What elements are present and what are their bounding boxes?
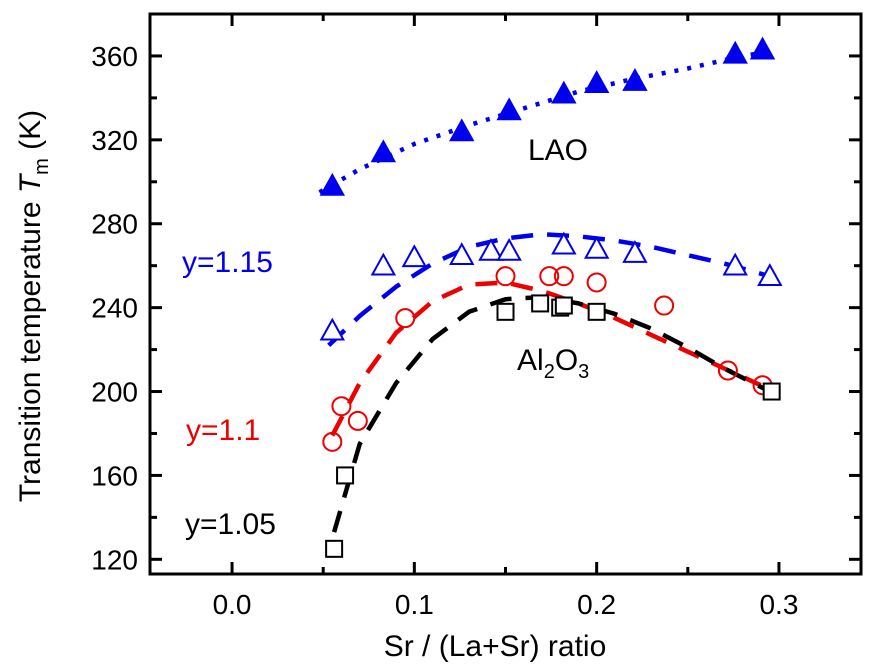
annotation-y11: y=1.1 (186, 414, 260, 447)
fit-curves (318, 49, 771, 533)
data-point-y11 (654, 295, 675, 316)
y-tick-label: 160 (91, 460, 138, 491)
x-tick-label: 0.1 (395, 589, 434, 620)
fit-curve-lao (318, 49, 771, 195)
data-point-y105 (496, 302, 515, 321)
data-point-lao (370, 139, 397, 163)
data-point-lao (496, 97, 522, 121)
y-tick-label: 240 (91, 293, 138, 324)
data-markers (319, 36, 783, 558)
x-tick-labels: 0.0 0.1 0.2 0.3 (213, 589, 799, 620)
data-point-y105 (587, 302, 606, 321)
data-point-y115 (319, 317, 346, 341)
data-point-y105 (554, 296, 573, 315)
fit-curve-y115 (327, 231, 771, 348)
data-point-y105 (762, 382, 781, 401)
axis-ticks (150, 14, 861, 574)
annotation-lao: LAO (528, 134, 588, 167)
data-point-y11 (586, 272, 607, 293)
data-point-y11 (553, 266, 574, 287)
data-point-y11 (717, 360, 738, 381)
data-point-y11 (539, 266, 560, 287)
x-tick-label: 0.2 (577, 589, 616, 620)
data-point-y115 (757, 263, 783, 286)
data-point-y115 (722, 252, 748, 276)
y-tick-labels: 120 160 200 240 280 320 360 (91, 41, 138, 575)
data-point-y115 (551, 231, 577, 255)
data-point-lao (583, 70, 610, 94)
data-point-y11 (495, 266, 516, 287)
data-point-y115 (449, 242, 475, 265)
y-tick-label: 120 (91, 544, 138, 575)
data-point-y115 (370, 252, 397, 276)
data-point-lao (749, 36, 776, 60)
y-tick-label: 360 (91, 41, 138, 72)
data-point-y115 (622, 240, 648, 263)
data-point-y115 (478, 237, 504, 261)
y-tick-label: 320 (91, 125, 138, 156)
x-axis-title: Sr / (La+Sr) ratio (384, 630, 607, 663)
data-point-y11 (347, 410, 368, 431)
data-point-lao (551, 80, 577, 104)
data-point-y115 (583, 235, 610, 259)
annotation-al2o3: Al2O3 (517, 344, 589, 383)
data-point-y115 (496, 237, 522, 261)
data-point-y11 (322, 431, 343, 452)
annotation-y115: y=1.15 (182, 246, 273, 279)
data-point-y105 (336, 466, 355, 485)
y-tick-label: 280 (91, 209, 138, 240)
y-tick-label: 200 (91, 377, 138, 408)
annotation-y105: y=1.05 (185, 508, 276, 541)
fit-curve-y11 (330, 280, 762, 437)
y-axis-title: Transition temperature Tm (K) (14, 110, 53, 502)
data-point-lao (319, 172, 346, 196)
data-point-y105 (325, 539, 344, 558)
data-point-y11 (331, 396, 352, 417)
x-tick-label: 0.3 (759, 589, 798, 620)
data-point-lao (622, 68, 648, 91)
data-point-y105 (531, 294, 550, 313)
data-point-lao (722, 40, 748, 64)
plot-frame (148, 12, 863, 576)
data-point-y11 (395, 308, 416, 329)
data-point-y115 (401, 244, 428, 268)
data-point-lao (449, 118, 475, 142)
x-tick-label: 0.0 (213, 589, 252, 620)
